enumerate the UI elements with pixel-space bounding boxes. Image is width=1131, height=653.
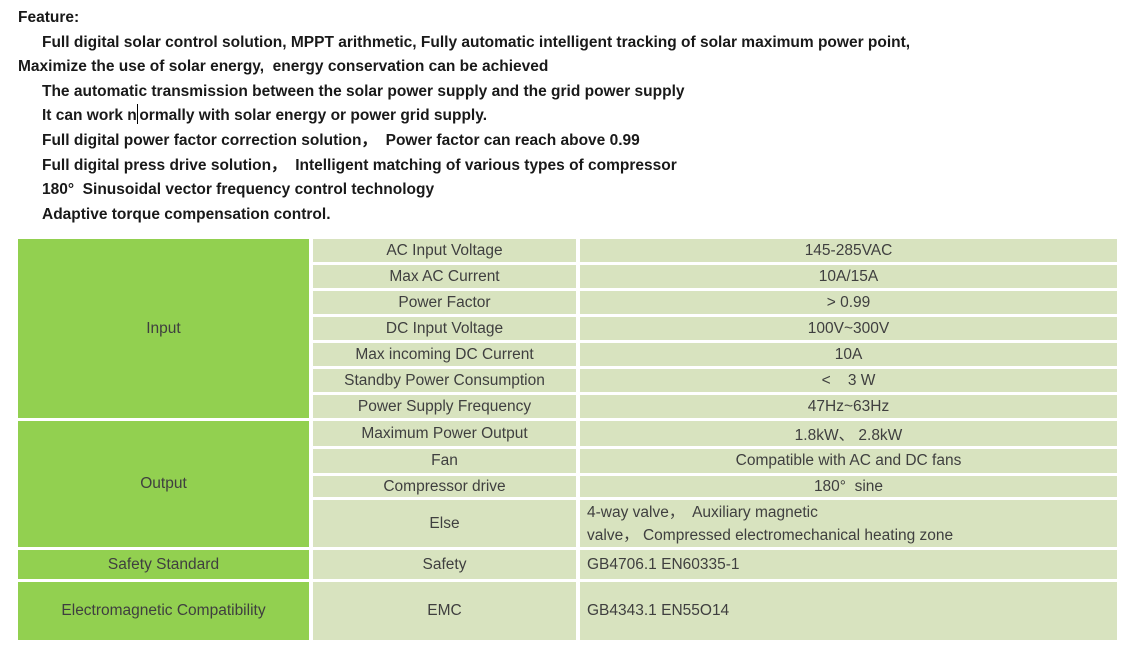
value-cell-power-supply-frequency[interactable]: 47Hz~63Hz <box>580 395 1117 419</box>
group-cell-output[interactable]: Output <box>18 421 309 548</box>
feature-line-4-post: ormally with solar energy or power grid … <box>139 107 488 125</box>
table-row: Safety Standard Safety GB4706.1 EN60335-… <box>18 550 1117 580</box>
param-cell-dc-input-voltage[interactable]: DC Input Voltage <box>313 317 576 341</box>
param-cell-maximum-power-output[interactable]: Maximum Power Output <box>313 421 576 447</box>
table-row: Input AC Input Voltage 145-285VAC <box>18 239 1117 419</box>
group-cell-safety-standard[interactable]: Safety Standard <box>18 550 309 580</box>
value-cell-power-factor[interactable]: > 0.99 <box>580 291 1117 315</box>
feature-heading[interactable]: Feature: <box>18 9 80 26</box>
param-cell-power-factor[interactable]: Power Factor <box>313 291 576 315</box>
param-cell-compressor-drive[interactable]: Compressor drive <box>313 476 576 498</box>
table-row: Max incoming DC Current 10A <box>18 343 1117 367</box>
value-cell-dc-input-voltage[interactable]: 100V~300V <box>580 317 1117 341</box>
value-cell-else[interactable]: 4-way valve， Auxiliary magnetic valve， C… <box>580 500 1117 548</box>
feature-line-8[interactable]: Adaptive torque compensation control. <box>42 205 331 223</box>
value-cell-max-incoming-dc-current[interactable]: 10A <box>580 343 1117 367</box>
value-cell-maximum-power-output[interactable]: 1.8kW、 2.8kW <box>580 421 1117 447</box>
table-row: Standby Power Consumption < 3 W <box>18 369 1117 393</box>
text-cursor <box>136 104 139 125</box>
table-row: Output Maximum Power Output 1.8kW、 2.8kW <box>18 421 1117 548</box>
value-cell-fan[interactable]: Compatible with AC and DC fans <box>580 449 1117 474</box>
param-cell-ac-input-voltage[interactable]: AC Input Voltage <box>313 239 576 263</box>
table-row: Fan Compatible with AC and DC fans <box>18 449 1117 474</box>
feature-line-2[interactable]: Maximize the use of solar energy, energy… <box>18 58 549 76</box>
param-cell-emc[interactable]: EMC <box>313 582 576 641</box>
table-row: Max AC Current 10A/15A <box>18 265 1117 289</box>
value-cell-standby-power-consumption[interactable]: < 3 W <box>580 369 1117 393</box>
feature-line-3[interactable]: The automatic transmission between the s… <box>42 82 685 100</box>
table-row: DC Input Voltage 100V~300V <box>18 317 1117 341</box>
param-cell-fan[interactable]: Fan <box>313 449 576 474</box>
table-row: Else 4-way valve， Auxiliary magnetic val… <box>18 500 1117 548</box>
feature-line-4-pre: It can work n <box>42 107 137 125</box>
feature-line-5[interactable]: Full digital power factor correction sol… <box>42 131 640 149</box>
param-cell-max-incoming-dc-current[interactable]: Max incoming DC Current <box>313 343 576 367</box>
table-row: Electromagnetic Compatibility EMC GB4343… <box>18 582 1117 641</box>
feature-line-7[interactable]: 180° Sinusoidal vector frequency control… <box>42 181 435 199</box>
param-cell-standby-power-consumption[interactable]: Standby Power Consumption <box>313 369 576 393</box>
table-row: Power Supply Frequency 47Hz~63Hz <box>18 395 1117 419</box>
feature-section: Feature: Full digital solar control solu… <box>0 0 1131 227</box>
param-cell-max-ac-current[interactable]: Max AC Current <box>313 265 576 289</box>
feature-line-4[interactable]: It can work n ormally with solar energy o… <box>18 104 1117 129</box>
group-cell-input[interactable]: Input <box>18 239 309 419</box>
spec-table: Input AC Input Voltage 145-285VAC Max AC… <box>14 236 1121 643</box>
param-cell-safety[interactable]: Safety <box>313 550 576 580</box>
table-row: Power Factor > 0.99 <box>18 291 1117 315</box>
group-cell-electromagnetic-compatibility[interactable]: Electromagnetic Compatibility <box>18 582 309 641</box>
value-cell-emc[interactable]: GB4343.1 EN55O14 <box>580 582 1117 641</box>
value-cell-ac-input-voltage[interactable]: 145-285VAC <box>580 239 1117 263</box>
param-cell-power-supply-frequency[interactable]: Power Supply Frequency <box>313 395 576 419</box>
value-cell-max-ac-current[interactable]: 10A/15A <box>580 265 1117 289</box>
param-cell-else[interactable]: Else <box>313 500 576 548</box>
value-cell-compressor-drive[interactable]: 180° sine <box>580 476 1117 498</box>
table-row: Compressor drive 180° sine <box>18 476 1117 498</box>
feature-line-1[interactable]: Full digital solar control solution, MPP… <box>42 33 911 51</box>
value-cell-safety[interactable]: GB4706.1 EN60335-1 <box>580 550 1117 580</box>
feature-line-6[interactable]: Full digital press drive solution， Intel… <box>42 156 677 174</box>
